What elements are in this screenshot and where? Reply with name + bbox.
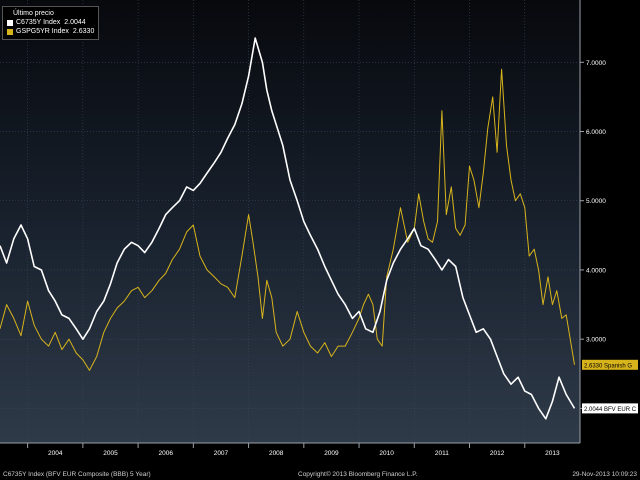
legend: Último precio C6735Y Index 2.0044 GSPG5Y… <box>2 6 100 40</box>
series-layer <box>0 37 576 420</box>
footer-copyright: Copyright© 2013 Bloomberg Finance L.P. <box>298 471 418 478</box>
x-tick-label: 2009 <box>324 450 339 457</box>
legend-item-name: C6735Y Index <box>16 19 61 26</box>
footer-index-description: C6735Y Index (BFV EUR Composite (BBB) 5 … <box>3 471 151 478</box>
y-tick-label: 6.0000 <box>586 129 606 136</box>
y-tick-label: 3.0000 <box>586 337 606 344</box>
bottom-axis-panel <box>0 443 580 470</box>
legend-title: Último precio <box>13 10 54 17</box>
last-value-tags: 2.6330 Spanish G 2.0044 BFV EUR C <box>582 359 638 414</box>
grid-layer <box>0 0 580 443</box>
legend-swatch-c6735y <box>7 19 13 26</box>
x-tick-label: 2006 <box>158 450 173 457</box>
footer-timestamp: 29-Nov-2013 10:09:23 <box>572 471 637 478</box>
legend-item-c6735y: C6735Y Index 2.0044 <box>7 18 94 27</box>
last-value-tag-label: 2.0044 BFV EUR C <box>584 407 637 413</box>
x-tick-label: 2012 <box>490 450 505 457</box>
last-value-tag-label: 2.6330 Spanish G <box>584 363 632 369</box>
x-tick-label: 2011 <box>435 450 449 457</box>
series-line-c6735y <box>0 37 576 420</box>
legend-item-value: 2.0044 <box>64 19 86 26</box>
plot-background <box>0 0 580 443</box>
x-tick-label: 2005 <box>103 450 118 457</box>
legend-item-value: 2.6330 <box>72 28 95 35</box>
x-tick-label: 2004 <box>48 450 63 457</box>
right-axis-panel <box>580 0 640 470</box>
last-value-tag-box <box>582 403 638 414</box>
series-line-gspg5yr <box>0 68 575 371</box>
x-tick-label: 2010 <box>379 450 394 457</box>
footer: C6735Y Index (BFV EUR Composite (BBB) 5 … <box>0 470 640 480</box>
legend-item-name: GSPG5YR Index <box>16 28 69 35</box>
x-axis: 2004 2005 2006 2007 2008 2009 2010 2011 2012 2013 <box>27 443 560 457</box>
y-tick-label: 4.0000 <box>586 267 606 274</box>
y-tick-label: 5.0000 <box>586 198 606 205</box>
legend-swatch-gspg5yr <box>7 28 13 35</box>
legend-item-gspg5yr: GSPG5YR Index 2.6330 <box>7 27 94 36</box>
x-tick-label: 2013 <box>545 450 560 457</box>
x-tick-label: 2008 <box>269 450 284 457</box>
x-tick-label: 2007 <box>214 450 229 457</box>
last-value-tag-box <box>582 359 638 370</box>
y-tick-label: 7.0000 <box>586 60 606 67</box>
